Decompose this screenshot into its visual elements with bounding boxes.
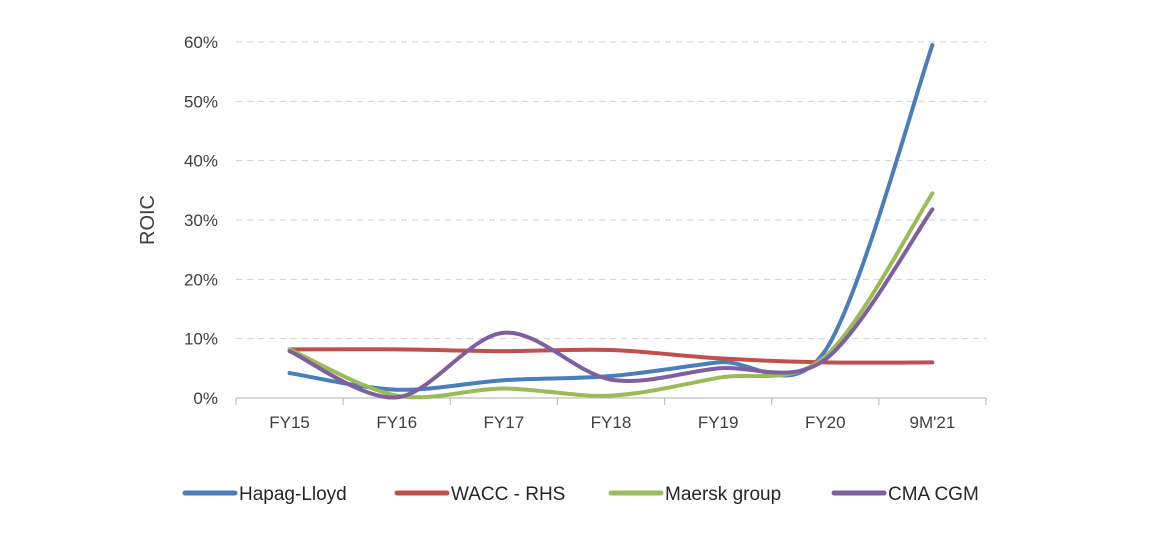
y-tick-label: 10% [184, 330, 218, 349]
y-axis-ticks: 0% 10% 20% 30% 40% 50% 60% [184, 33, 218, 408]
series-lines [287, 42, 935, 400]
legend-label-wacc-rhs: WACC - RHS [451, 484, 565, 505]
x-axis-ticks: FY15 FY16 FY17 FY18 FY19 FY20 9M'21 [269, 413, 955, 432]
legend-label-maersk-group: Maersk group [665, 484, 781, 505]
series-line-wacc-rhs [287, 347, 935, 365]
gridlines [236, 41, 986, 340]
x-axis [235, 397, 987, 405]
legend-label-hapag-lloyd: Hapag-Lloyd [239, 484, 347, 505]
y-tick-label: 60% [184, 33, 218, 52]
x-tick-label: FY19 [698, 413, 739, 432]
y-tick-label: 20% [184, 270, 218, 289]
y-tick-label: 30% [184, 211, 218, 230]
x-tick-label: FY16 [376, 413, 417, 432]
x-tick-label: FY20 [805, 413, 846, 432]
series-line-cma-cgm [287, 207, 935, 400]
y-tick-label: 50% [184, 92, 218, 111]
series-line-maersk-group [287, 191, 935, 400]
x-tick-label: FY17 [484, 413, 525, 432]
series-line-hapag-lloyd [287, 42, 935, 392]
legend: Hapag-Lloyd WACC - RHS Maersk group CMA CGM [182, 484, 979, 505]
legend-label-cma-cgm: CMA CGM [888, 484, 979, 505]
y-axis-title: ROIC [137, 195, 159, 245]
x-tick-label: 9M'21 [910, 413, 956, 432]
x-tick-label: FY18 [591, 413, 632, 432]
y-tick-label: 40% [184, 152, 218, 171]
x-tick-label: FY15 [269, 413, 310, 432]
y-tick-label: 0% [193, 389, 218, 408]
